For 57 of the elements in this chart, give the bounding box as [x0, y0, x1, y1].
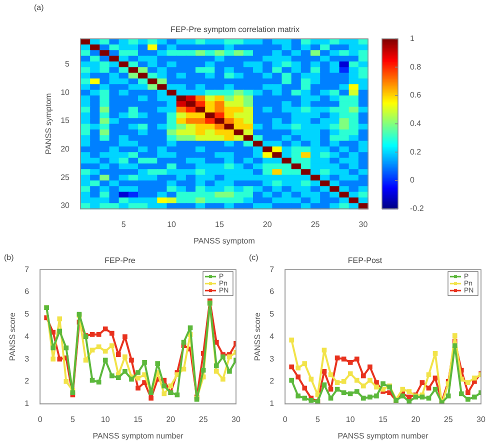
y-tick-label: 5: [270, 310, 275, 319]
color-bar-label: 0.8: [410, 62, 422, 72]
x-tick-label: 30: [476, 414, 486, 424]
x-tick-label: 25: [198, 414, 208, 424]
x-tick-label: 10: [167, 220, 177, 229]
color-bar-label: -0.2: [410, 204, 424, 214]
y-tick-label: 7: [24, 264, 30, 274]
color-bar-label: 0: [410, 176, 415, 185]
y-tick-label: 6: [24, 287, 30, 296]
chart-title: FEP-Post: [348, 256, 383, 266]
x-tick-label: 0: [38, 414, 43, 424]
y-axis-title: PANSS score: [253, 312, 262, 361]
color-bar-label: 0.6: [410, 90, 422, 100]
x-tick-label: 5: [315, 414, 320, 424]
x-tick-label: 10: [100, 414, 110, 424]
x-axis-title: PANSS symptom: [194, 236, 256, 246]
y-tick-label: 2: [270, 376, 275, 386]
x-tick-label: 20: [411, 414, 421, 424]
y-tick-label: 4: [270, 332, 275, 341]
y-tick-label: 6: [270, 287, 275, 296]
x-tick-label: 15: [378, 414, 388, 424]
y-tick-label: 2: [24, 376, 30, 386]
y-tick-label: 3: [24, 354, 30, 364]
y-tick-label: 30: [60, 201, 70, 210]
x-axis-title: PANSS symptom number: [338, 431, 429, 440]
x-tick-label: 15: [215, 220, 224, 229]
x-tick-label: 10: [346, 414, 356, 424]
y-tick-label: 1: [24, 399, 30, 408]
chart-title: FEP-Pre symptom correlation matrix: [170, 25, 300, 34]
x-tick-label: 30: [358, 220, 368, 229]
y-tick-label: 20: [60, 144, 70, 154]
color-bar-label: 1: [410, 34, 415, 44]
x-axis-title: PANSS symptom number: [92, 431, 184, 440]
chart-title: FEP-Pre: [104, 256, 136, 266]
text: (b): [4, 253, 14, 262]
y-tick-label: 5: [65, 60, 70, 69]
y-tick-label: 15: [60, 116, 70, 126]
y-tick-label: 3: [270, 354, 275, 364]
x-tick-label: 5: [121, 220, 126, 229]
x-tick-label: 0: [282, 414, 288, 424]
y-axis-title: PANSS score: [8, 312, 18, 361]
y-tick-label: 5: [24, 310, 30, 319]
x-tick-label: 15: [134, 414, 144, 424]
y-tick-label: 25: [60, 172, 70, 182]
y-tick-label: 1: [270, 399, 275, 408]
x-tick-label: 30: [232, 414, 241, 424]
color-bar-label: 0.2: [410, 147, 422, 156]
text: (c): [249, 253, 259, 262]
x-tick-label: 25: [310, 220, 320, 229]
y-axis-title: PANSS symptom: [44, 92, 54, 154]
x-tick-label: 20: [166, 414, 176, 424]
text: (a): [34, 3, 44, 12]
color-bar-label: 0.4: [410, 119, 422, 128]
y-tick-label: 7: [270, 264, 275, 274]
y-tick-label: 4: [24, 332, 30, 341]
x-tick-label: 25: [444, 414, 454, 424]
y-tick-label: 10: [60, 88, 70, 97]
